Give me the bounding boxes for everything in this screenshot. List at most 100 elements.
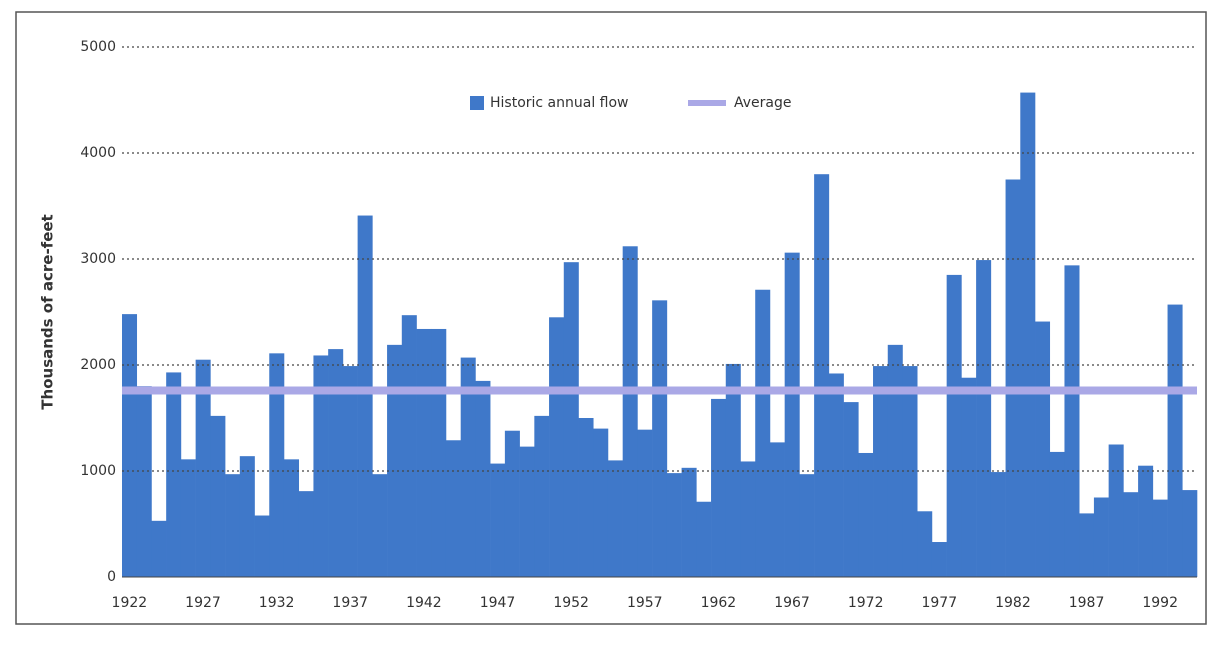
bar (136, 386, 152, 577)
bar (740, 461, 756, 577)
frame (15, 11, 1207, 625)
bar (578, 418, 594, 577)
x-tick-label: 1927 (185, 595, 221, 611)
bar (976, 260, 992, 577)
bar (534, 415, 550, 577)
bar (239, 456, 255, 577)
y-tick-label: 1000 (80, 463, 116, 479)
bar (254, 515, 270, 577)
bar (917, 511, 933, 577)
bar (269, 353, 285, 577)
x-tick-label: 1977 (921, 595, 957, 611)
y-tick-label: 3000 (80, 251, 116, 267)
x-tick-label: 1992 (1142, 595, 1178, 611)
legend-swatch (470, 96, 484, 110)
bar (475, 380, 491, 577)
bar (1138, 465, 1154, 577)
bar (504, 430, 520, 577)
x-tick-label: 1962 (701, 595, 737, 611)
bar (873, 366, 889, 577)
bar (549, 317, 565, 577)
x-tick-label: 1947 (480, 595, 516, 611)
bar (990, 472, 1006, 577)
bar (961, 377, 977, 577)
bar (416, 328, 432, 577)
bar (387, 344, 403, 577)
bar (755, 289, 771, 577)
bar (946, 274, 962, 577)
bar (1020, 92, 1036, 577)
bar (902, 366, 918, 577)
legend-label: Historic annual flow (490, 95, 629, 111)
bar (401, 315, 417, 577)
bar (195, 359, 211, 577)
bar (1123, 492, 1139, 577)
y-axis-label: Thousands of acre-feet (39, 214, 57, 409)
bar (519, 446, 535, 577)
bar (180, 459, 196, 577)
bar (622, 246, 638, 577)
x-tick-label: 1987 (1069, 595, 1105, 611)
bar (1093, 497, 1109, 577)
x-tick-label: 1972 (848, 595, 884, 611)
bar (1005, 179, 1021, 577)
bar (607, 460, 623, 577)
bar (1035, 321, 1051, 577)
bar (1108, 444, 1124, 577)
bar (887, 344, 903, 577)
bar (681, 467, 697, 577)
bar (696, 501, 712, 577)
bar (298, 491, 314, 577)
bar (166, 372, 182, 577)
bar (858, 452, 874, 577)
y-tick-label: 4000 (80, 145, 116, 161)
bar (593, 428, 609, 577)
bar (843, 402, 859, 577)
y-tick-label: 0 (107, 569, 116, 585)
bar (283, 459, 300, 577)
bar (1152, 499, 1168, 577)
x-tick-label: 1922 (112, 595, 148, 611)
bar (1167, 304, 1183, 577)
bar (445, 440, 461, 577)
x-tick-label: 1952 (553, 595, 589, 611)
y-tick-label: 2000 (80, 357, 116, 373)
bar (637, 429, 653, 577)
bar (799, 474, 815, 577)
x-tick-label: 1982 (995, 595, 1031, 611)
bar (1049, 451, 1065, 577)
bar (328, 349, 344, 577)
x-tick-label: 1942 (406, 595, 442, 611)
bar (313, 355, 329, 577)
bar (357, 215, 373, 578)
x-tick-label: 1957 (627, 595, 663, 611)
bar (666, 473, 682, 577)
x-tick-label: 1937 (332, 595, 368, 611)
bar (372, 474, 388, 577)
bar (1079, 513, 1095, 577)
bar (1182, 490, 1198, 577)
x-tick-label: 1967 (774, 595, 810, 611)
bar (490, 463, 506, 577)
bar (210, 415, 226, 577)
bar (652, 300, 668, 577)
legend-label: Average (734, 95, 792, 111)
bar (122, 314, 138, 577)
bar (1064, 265, 1080, 577)
bar (828, 373, 844, 577)
bar (460, 357, 476, 577)
bar (225, 474, 241, 577)
bar (711, 398, 727, 577)
y-tick-label: 5000 (80, 39, 116, 55)
bar (431, 328, 447, 577)
bar (931, 542, 947, 577)
bar (784, 252, 800, 577)
bar (563, 262, 579, 577)
bar (814, 174, 830, 577)
bar (151, 520, 167, 577)
bar (769, 442, 785, 577)
bar (342, 366, 358, 577)
x-tick-label: 1932 (259, 595, 295, 611)
